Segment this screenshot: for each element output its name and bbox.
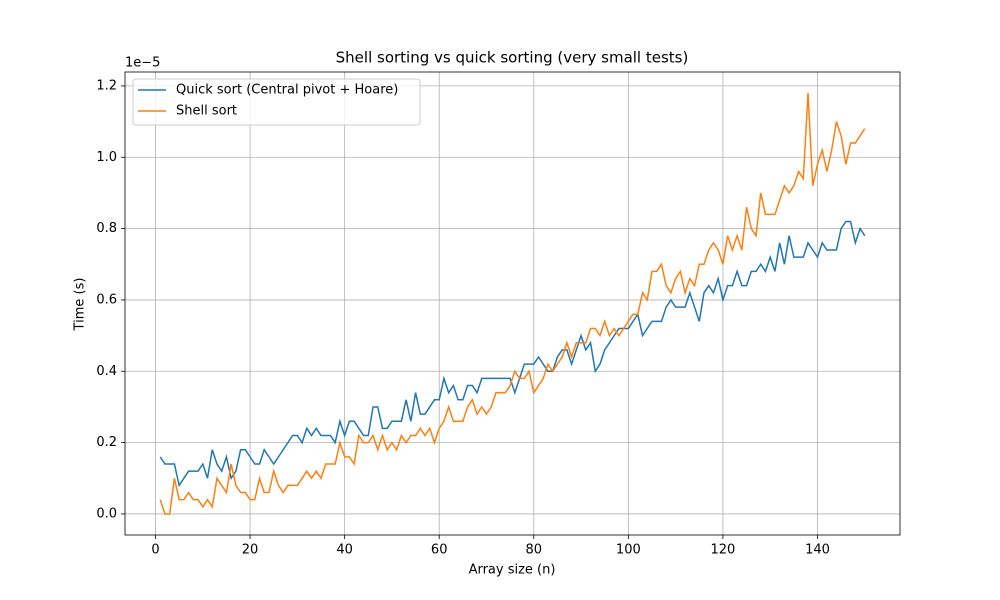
y-tick-label: 1.0 xyxy=(96,150,117,165)
grid xyxy=(125,72,900,535)
chart-title: Shell sorting vs quick sorting (very sma… xyxy=(336,49,689,67)
plot-frame xyxy=(124,71,901,536)
legend-label: Shell sort xyxy=(176,104,237,119)
x-axis-label: Array size (n) xyxy=(469,563,556,578)
y-axis-label: Time (s) xyxy=(73,278,88,332)
data-line xyxy=(159,93,866,515)
x-tick-label: 40 xyxy=(336,543,353,558)
y-tick-label: 0.2 xyxy=(96,435,117,450)
legend-label: Quick sort (Central pivot + Hoare) xyxy=(176,83,398,98)
legend-box xyxy=(132,78,421,126)
x-tick-label: 60 xyxy=(431,543,448,558)
y-tick-label: 0.8 xyxy=(96,221,117,236)
y-tick-label: 0.6 xyxy=(96,292,117,307)
y-offset-label: 1e−5 xyxy=(125,56,160,71)
x-tick-label: 80 xyxy=(526,543,543,558)
legend: Quick sort (Central pivot + Hoare) Shell … xyxy=(132,78,421,126)
x-tick-label: 100 xyxy=(616,543,641,558)
y-tick-label: 0.4 xyxy=(96,364,117,379)
y-tick-label: 1.2 xyxy=(96,78,117,93)
x-tick-label: 140 xyxy=(805,543,830,558)
y-tick-label: 0.0 xyxy=(96,506,117,521)
x-tick-label: 0 xyxy=(151,543,159,558)
x-tick-label: 20 xyxy=(242,543,259,558)
x-tick-label: 120 xyxy=(711,543,736,558)
data-line xyxy=(159,220,866,488)
